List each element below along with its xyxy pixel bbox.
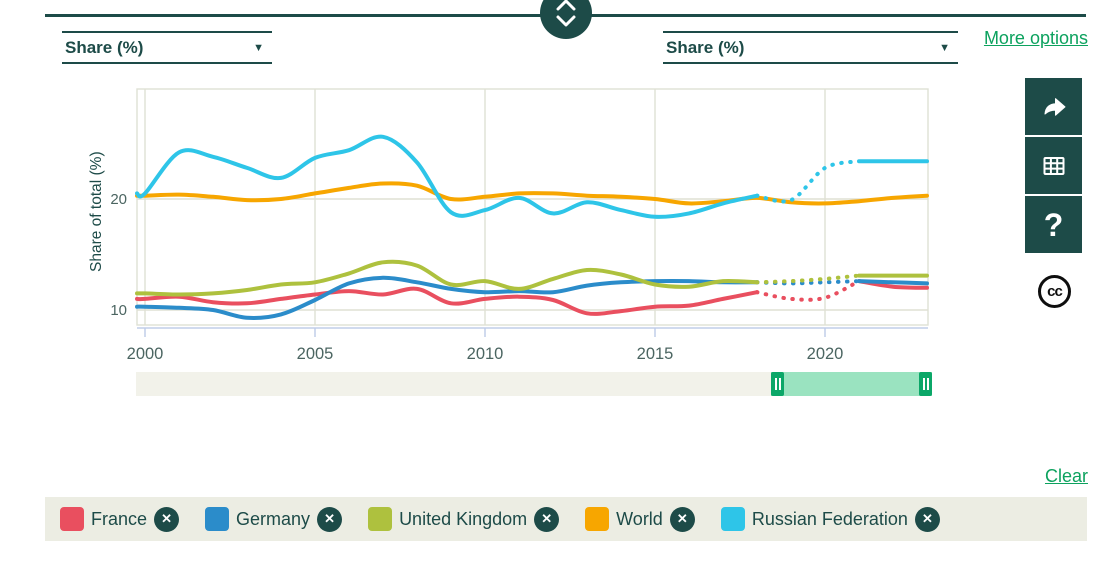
series-line-united-kingdom-projected bbox=[755, 273, 861, 285]
legend-item: Russian Federation ✕ bbox=[720, 506, 940, 532]
series-line-germany bbox=[857, 279, 929, 286]
y-tick-label: 10 bbox=[110, 302, 127, 319]
more-options-link[interactable]: More options bbox=[983, 28, 1088, 48]
line-chart: 10 20 2000 2005 2010 2015 2020 bbox=[110, 88, 929, 363]
x-tick-label: 2005 bbox=[297, 345, 334, 363]
series-line-russian-federation bbox=[135, 134, 759, 219]
legend-color-chip bbox=[205, 507, 230, 531]
data-table-button[interactable] bbox=[1025, 137, 1082, 194]
remove-series-button[interactable]: ✕ bbox=[914, 506, 940, 532]
question-mark-icon: ? bbox=[1043, 206, 1064, 243]
series-line-germany-projected bbox=[755, 279, 861, 286]
x-tick-label: 2000 bbox=[127, 345, 164, 363]
unit-select-right-value: Share (%) bbox=[666, 37, 745, 57]
x-tick-label: 2015 bbox=[637, 345, 674, 363]
series-line-france bbox=[135, 286, 759, 316]
collapse-chart-button[interactable] bbox=[540, 0, 592, 39]
remove-series-button[interactable]: ✕ bbox=[154, 506, 180, 532]
y-tick-label: 20 bbox=[110, 191, 127, 208]
unit-select-left-value: Share (%) bbox=[65, 37, 144, 57]
unit-select-left[interactable]: Share (%) ▼ bbox=[62, 31, 272, 64]
share-button[interactable] bbox=[1025, 78, 1082, 135]
x-tick-label: 2010 bbox=[467, 345, 504, 363]
clear-link[interactable]: Clear bbox=[1044, 466, 1088, 486]
legend-item: United Kingdom ✕ bbox=[368, 506, 560, 532]
legend-item: World ✕ bbox=[585, 506, 695, 532]
legend-item: France ✕ bbox=[60, 506, 180, 532]
series-line-france-projected bbox=[755, 279, 861, 302]
unit-select-right[interactable]: Share (%) ▼ bbox=[663, 31, 958, 64]
legend-color-chip bbox=[585, 507, 610, 531]
legend-item: Germany ✕ bbox=[205, 506, 343, 532]
legend-color-chip bbox=[368, 507, 393, 531]
series-line-world bbox=[135, 181, 929, 206]
slider-handle-right[interactable] bbox=[919, 372, 932, 396]
plot-border bbox=[136, 88, 929, 326]
chevron-up-down-icon bbox=[556, 0, 576, 27]
series-line-russian-federation-projected bbox=[755, 159, 861, 204]
table-icon bbox=[1043, 156, 1064, 175]
series-line-germany bbox=[135, 275, 759, 320]
slider-handle-left[interactable] bbox=[771, 372, 784, 396]
year-range-slider[interactable] bbox=[136, 372, 932, 396]
help-button[interactable]: ? bbox=[1025, 196, 1082, 253]
legend-bar: France ✕ Germany ✕ United Kingdom ✕ Worl… bbox=[45, 497, 1087, 541]
remove-series-button[interactable]: ✕ bbox=[534, 506, 560, 532]
series-line-united-kingdom bbox=[135, 259, 759, 297]
creative-commons-icon[interactable]: cc bbox=[1038, 275, 1071, 308]
chevron-down-icon: ▼ bbox=[253, 41, 264, 54]
slider-selected-range[interactable] bbox=[771, 372, 932, 396]
legend-color-chip bbox=[720, 507, 745, 531]
legend-color-chip bbox=[60, 507, 84, 531]
share-arrow-icon bbox=[1044, 97, 1065, 116]
x-tick-label: 2020 bbox=[807, 345, 844, 363]
remove-series-button[interactable]: ✕ bbox=[669, 506, 695, 532]
remove-series-button[interactable]: ✕ bbox=[317, 506, 343, 532]
chevron-down-icon: ▼ bbox=[939, 41, 950, 54]
